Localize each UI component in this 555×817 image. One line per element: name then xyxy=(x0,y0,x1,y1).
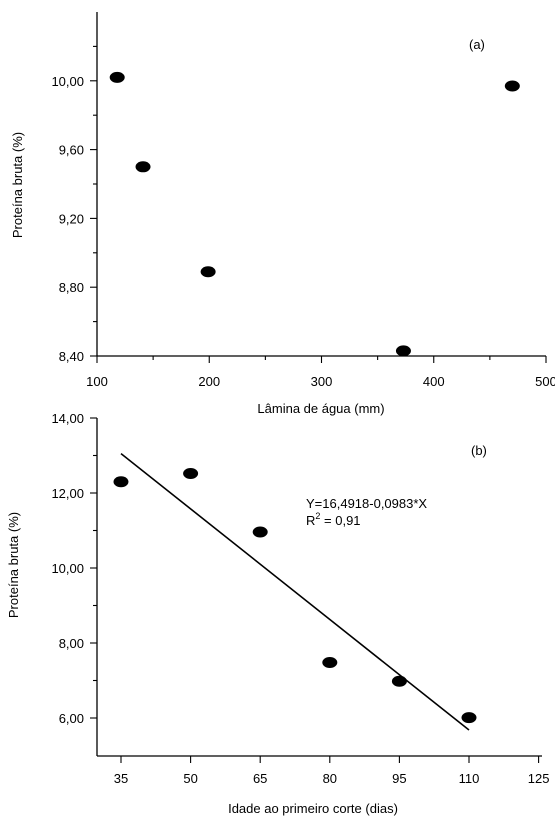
y-tick-label-b: 14,00 xyxy=(51,411,84,426)
y-tick-label-b: 6,00 xyxy=(59,711,84,726)
panel-label-b: (b) xyxy=(471,443,487,458)
x-tick-label-a: 100 xyxy=(86,374,108,389)
data-point-a xyxy=(200,266,216,278)
y-tick-label-a: 9,20 xyxy=(59,211,84,226)
x-tick-label-b: 95 xyxy=(392,771,406,786)
data-point-b xyxy=(252,526,268,538)
y-tick-label-a: 8,80 xyxy=(59,280,84,295)
y-tick-label-a: 10,00 xyxy=(51,74,84,89)
panel-label-a: (a) xyxy=(469,37,485,52)
regression-equation: Y=16,4918-0,0983*X xyxy=(306,496,427,511)
y-tick-label-b: 12,00 xyxy=(51,486,84,501)
y-tick-label-b: 8,00 xyxy=(59,636,84,651)
chart-a: 100 200 300 400 500 8,40 8,80 9,20 9,60 10,00 (a)… xyxy=(10,12,555,416)
data-point-b xyxy=(113,476,129,488)
x-tick-label-a: 400 xyxy=(423,374,445,389)
y-axis-title-b: Proteína bruta (%) xyxy=(6,512,21,618)
y-tick-label-a: 9,60 xyxy=(59,143,84,158)
x-axis-title-a: Lâmina de água (mm) xyxy=(257,401,384,416)
x-tick-label-b: 80 xyxy=(323,771,337,786)
y-tick-label-a: 8,40 xyxy=(59,349,84,364)
x-tick-label-b: 65 xyxy=(253,771,267,786)
data-point-a xyxy=(109,71,125,83)
data-point-b xyxy=(461,712,477,724)
x-tick-label-b: 125 xyxy=(528,771,550,786)
regression-line xyxy=(120,452,470,731)
y-axis-title-a: Proteína bruta (%) xyxy=(10,132,25,238)
r-squared-label: R2 = 0,91 xyxy=(306,511,361,528)
x-tick-label-a: 200 xyxy=(198,374,220,389)
data-point-b xyxy=(322,657,338,668)
x-tick-label-a: 300 xyxy=(311,374,333,389)
data-point-a xyxy=(504,80,520,92)
x-tick-label-b: 110 xyxy=(459,771,480,786)
x-axis-title-b: Idade ao primeiro corte (dias) xyxy=(228,801,398,816)
x-tick-label-b: 50 xyxy=(183,771,197,786)
data-point-b xyxy=(183,468,199,479)
x-tick-label-a: 500 xyxy=(535,374,555,389)
chart-b: 35 50 65 80 95 110 1256,008,0010,0012,0014,00 … xyxy=(6,411,549,816)
data-point-a xyxy=(135,161,151,173)
data-point-b xyxy=(391,675,407,687)
data-point-a xyxy=(395,345,411,357)
x-tick-label-b: 35 xyxy=(114,771,128,786)
y-tick-label-b: 10,00 xyxy=(51,561,84,576)
